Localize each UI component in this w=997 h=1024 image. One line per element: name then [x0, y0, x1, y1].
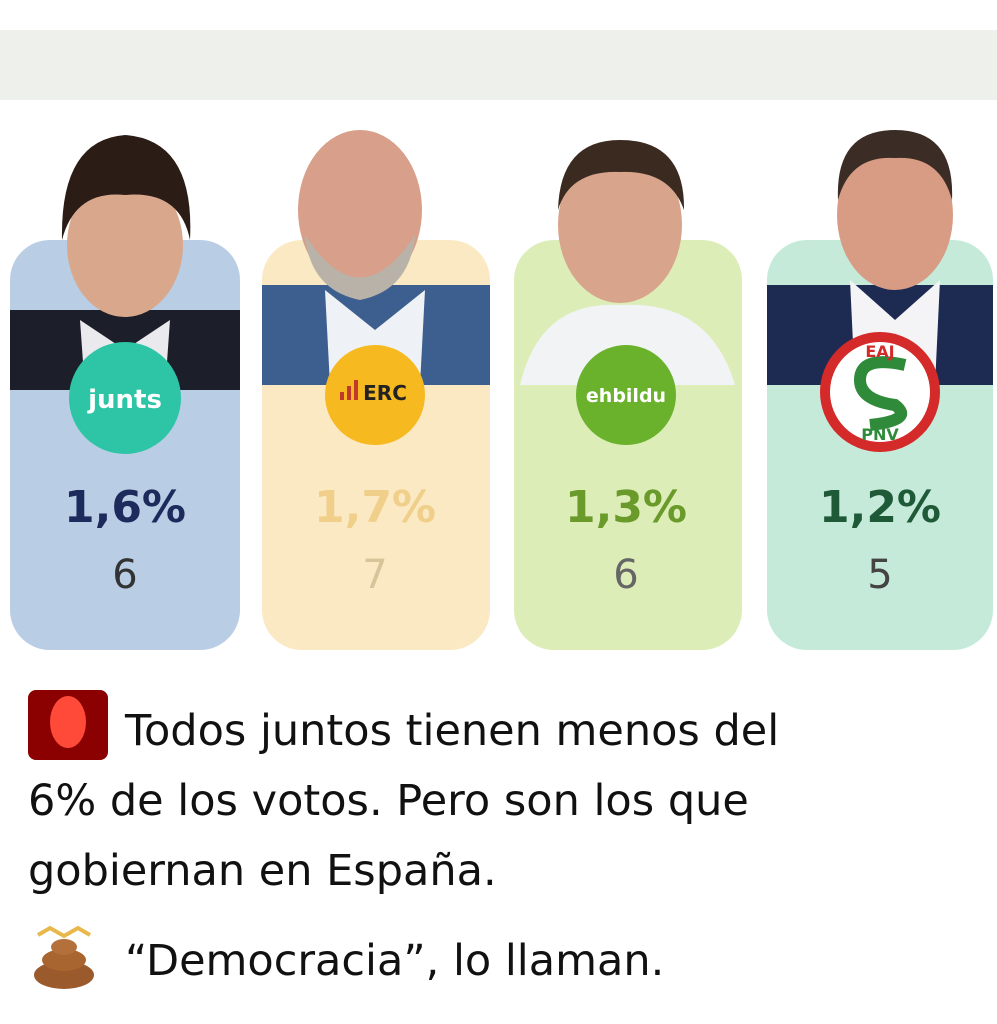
portrait-hair	[61, 135, 191, 240]
logo-bar	[354, 380, 358, 400]
party-logo	[325, 345, 425, 445]
portrait-face	[67, 173, 183, 317]
poop-mid	[42, 949, 86, 971]
portrait-hair	[837, 130, 953, 200]
vote-percent: 1,3%	[565, 482, 687, 533]
card: ehbildu 1,3% 6	[514, 140, 742, 650]
logo-text: PNV	[861, 425, 899, 444]
vote-percent: 1,7%	[314, 482, 436, 533]
card: ERC 1,7% 7	[262, 130, 490, 650]
seats: 6	[613, 552, 638, 598]
party-logo	[576, 345, 676, 445]
logo-bar	[340, 392, 344, 400]
portrait-face	[558, 147, 682, 303]
siren-icon	[28, 690, 108, 760]
poop-top	[51, 939, 77, 955]
logo-s	[853, 356, 907, 431]
vote-percent: 1,6%	[64, 482, 186, 533]
portrait-face	[837, 140, 953, 290]
portrait-face	[298, 130, 422, 290]
logo-top-text: EAJ	[865, 342, 894, 361]
card: EAJ PNV 1,2% 5	[767, 130, 993, 650]
vote-percent: 1,2%	[819, 482, 941, 533]
seats: 7	[362, 552, 387, 598]
logo-text: junts	[87, 385, 162, 415]
poop-icon	[34, 925, 94, 989]
portrait-shirt	[520, 304, 735, 385]
logo-text: ehbildu	[586, 385, 666, 407]
halo	[36, 925, 92, 939]
top-band	[0, 30, 997, 100]
seats: 6	[112, 552, 137, 598]
party-logo	[69, 342, 181, 454]
party-logo	[820, 332, 940, 452]
logo-bar	[347, 386, 351, 400]
siren-light	[50, 696, 86, 748]
caption-line: 6% de los votos. Pero son los que	[28, 776, 749, 826]
seats: 5	[867, 552, 892, 598]
card: junts 1,6% 6	[10, 135, 240, 650]
caption-line: gobiernan en España.	[28, 846, 497, 896]
portrait-hair	[558, 140, 685, 210]
caption-line: “Democracia”, lo llaman.	[125, 936, 664, 986]
caption-line: Todos juntos tienen menos del	[124, 706, 779, 756]
portrait-beard	[305, 235, 415, 300]
logo-text: ERC	[363, 381, 407, 405]
